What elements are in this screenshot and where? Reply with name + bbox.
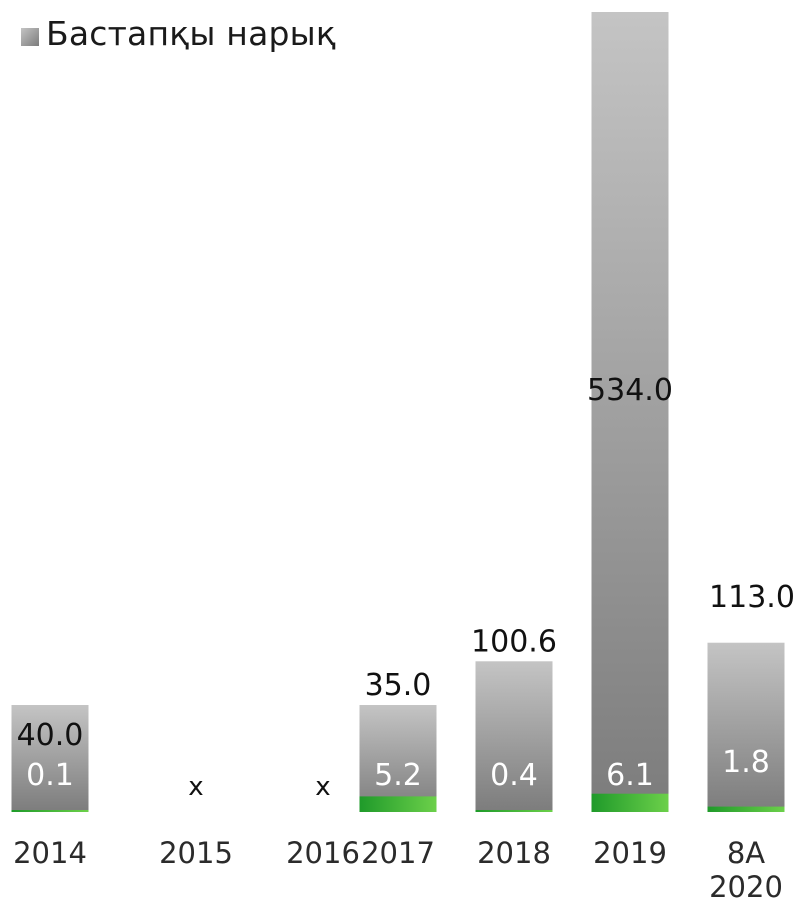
green-segment-2019	[591, 793, 669, 812]
x-tick-label: 2014	[13, 836, 87, 870]
data-label-total: 100.6	[471, 624, 557, 659]
green-segment-2017	[359, 796, 437, 812]
data-label-missing: x	[188, 772, 203, 802]
bar-2017	[359, 705, 437, 812]
data-label-secondary: 0.4	[490, 758, 538, 793]
bar-2019	[591, 12, 669, 812]
bar-2018	[475, 661, 553, 812]
data-label-secondary: 1.8	[722, 745, 770, 780]
x-tick-label: 2017	[361, 836, 435, 870]
data-label-total: 35.0	[365, 668, 432, 703]
data-label-total: 40.0	[17, 718, 84, 753]
data-label-total: 113.0	[709, 580, 795, 615]
green-segment-8А-2020	[707, 806, 785, 812]
data-label-secondary: 0.1	[26, 758, 74, 793]
data-label-secondary: 6.1	[606, 758, 654, 793]
x-tick-label: 2020	[709, 870, 783, 903]
legend-swatch	[21, 28, 39, 46]
x-tick-label: 2016	[286, 836, 360, 870]
data-label-secondary: 5.2	[374, 758, 422, 793]
bar-8А-2020	[707, 642, 785, 812]
bar-2014	[11, 705, 89, 812]
green-segment-2014	[11, 810, 89, 812]
data-label-total: 534.0	[587, 373, 673, 408]
data-label-missing: x	[315, 772, 330, 802]
x-tick-label: 2019	[593, 836, 667, 870]
x-tick-label: 8А	[727, 836, 765, 870]
green-segment-2018	[475, 810, 553, 812]
legend-label: Бастапқы нарық	[46, 14, 337, 53]
x-tick-label: 2018	[477, 836, 551, 870]
x-tick-label: 2015	[159, 836, 233, 870]
